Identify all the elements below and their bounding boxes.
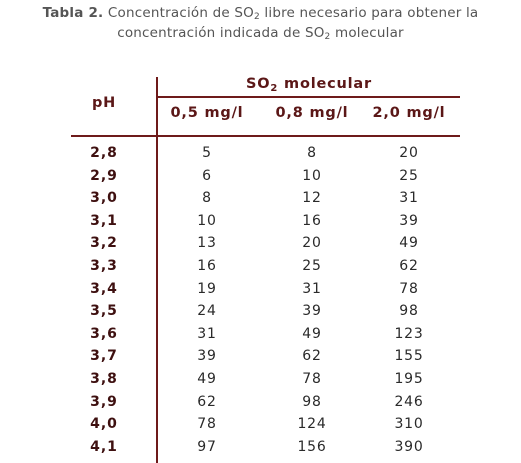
column-header-0-8: 0,8 mg/l [275,105,349,121]
ph-cell: 3,9 [90,393,118,410]
table-body: 2,8 5 8 20 2,9 6 10 25 3,0 8 12 31 3,1 1… [0,143,521,459]
table-row: 2,8 5 8 20 [0,143,521,166]
value-cell: 62 [302,348,322,365]
ph-cell: 2,9 [90,167,118,184]
table-row: 3,0 8 12 31 [0,188,521,211]
value-cell: 8 [202,190,212,207]
header-rule [71,135,460,137]
value-cell: 31 [197,325,217,342]
value-cell: 49 [302,325,322,342]
ph-cell: 4,1 [90,438,118,455]
caption-line2-rest: molecular [330,25,404,41]
ph-cell: 3,3 [90,257,118,274]
ph-cell: 3,2 [90,235,118,252]
caption-line-2: concentración indicada de SO2 molecular [0,23,521,43]
vertical-rule [156,77,158,463]
table-row: 3,2 13 20 49 [0,233,521,256]
so2-group-header: SO2 molecular [158,76,460,94]
value-cell: 25 [399,167,419,184]
value-cell: 78 [302,370,322,387]
ph-cell: 3,0 [90,190,118,207]
value-cell: 20 [302,235,322,252]
value-cell: 390 [394,438,424,455]
value-cell: 156 [297,438,327,455]
column-header-0-5: 0,5 mg/l [170,105,244,121]
value-cell: 98 [302,393,322,410]
ph-cell: 3,1 [90,212,118,229]
value-cell: 123 [394,325,424,342]
value-cell: 8 [307,145,317,161]
value-cell: 24 [197,303,217,320]
value-cell: 19 [197,280,217,297]
caption-line2-text: concentración indicada de SO [117,25,325,41]
value-cell: 49 [399,235,419,252]
table-row: 3,5 24 39 98 [0,301,521,324]
value-cell: 246 [394,393,424,410]
value-cell: 16 [197,257,217,274]
table-row: 3,8 49 78 195 [0,369,521,392]
value-cell: 20 [399,145,419,161]
table-row: 3,1 10 16 39 [0,211,521,234]
ph-cell: 4,0 [90,416,118,433]
value-cell: 6 [202,167,212,184]
table-row: 3,6 31 49 123 [0,324,521,347]
value-cell: 10 [302,167,322,184]
value-cell: 25 [302,257,322,274]
so2-group-header-subscript: 2 [270,83,279,94]
value-cell: 16 [302,212,322,229]
so2-group-header-text: SO [246,76,271,92]
caption-line2-subscript: 2 [324,32,331,42]
value-cell: 10 [197,212,217,229]
table-row: 3,3 16 25 62 [0,256,521,279]
caption-line1-text: Concentración de SO [107,5,254,21]
value-cell: 5 [202,145,212,161]
value-cell: 39 [302,303,322,320]
ph-cell: 3,8 [90,370,118,387]
value-cell: 97 [197,438,217,455]
caption-line-1: Tabla 2. Concentración de SO2 libre nece… [0,3,521,23]
ph-cell: 3,4 [90,280,118,297]
value-cell: 155 [394,348,424,365]
table-row: 3,4 19 31 78 [0,279,521,302]
value-cell: 310 [394,416,424,433]
ph-cell: 3,6 [90,325,118,342]
table-caption: Tabla 2. Concentración de SO2 libre nece… [0,3,521,43]
value-cell: 195 [394,370,424,387]
value-cell: 78 [399,280,419,297]
ph-cell: 3,7 [90,348,118,365]
caption-line1-rest: libre necesario para obtener la [259,5,479,21]
table-row: 3,7 39 62 155 [0,346,521,369]
value-cell: 78 [197,416,217,433]
ph-cell: 3,5 [90,303,118,320]
table-row: 4,0 78 124 310 [0,414,521,437]
value-cell: 39 [399,212,419,229]
value-cell: 13 [197,235,217,252]
value-cell: 62 [197,393,217,410]
value-cell: 39 [197,348,217,365]
value-cell: 62 [399,257,419,274]
table-row: 4,1 97 156 390 [0,437,521,460]
value-cell: 49 [197,370,217,387]
so2-group-header-rest: molecular [278,76,372,92]
value-cell: 12 [302,190,322,207]
table-row: 2,9 6 10 25 [0,166,521,189]
column-header-2-0: 2,0 mg/l [372,105,446,121]
caption-line1-subscript: 2 [253,12,260,22]
value-cell: 31 [302,280,322,297]
table-row: 3,9 62 98 246 [0,392,521,415]
caption-label: Tabla 2. [42,5,104,21]
value-cell: 124 [297,416,327,433]
ph-cell: 2,8 [90,145,118,161]
ph-column-header: pH [91,95,117,111]
value-cell: 31 [399,190,419,207]
group-header-rule [158,96,460,98]
value-cell: 98 [399,303,419,320]
